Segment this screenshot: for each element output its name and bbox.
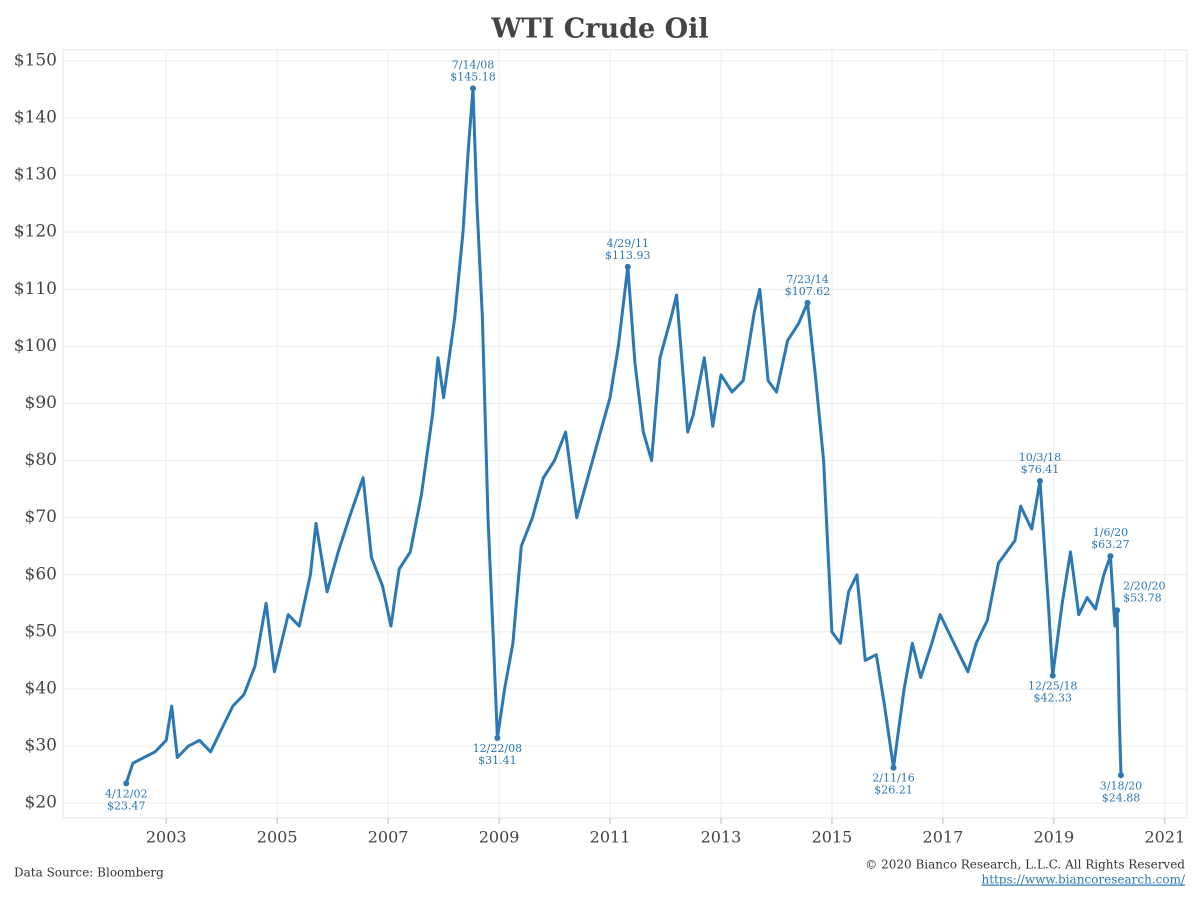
annotation-point bbox=[494, 735, 501, 742]
annotation-date: 12/25/18 bbox=[1028, 680, 1077, 693]
annotation-value: $76.41 bbox=[1021, 463, 1060, 476]
annotation-date: 10/3/18 bbox=[1019, 451, 1061, 464]
source-note: Data Source: Bloomberg bbox=[14, 866, 164, 880]
annotation-value: $145.18 bbox=[450, 70, 496, 83]
y-tick-label: $20 bbox=[25, 793, 57, 813]
y-tick-label: $30 bbox=[25, 736, 57, 756]
y-tick-label: $80 bbox=[25, 450, 57, 470]
x-tick-label: 2011 bbox=[590, 828, 631, 847]
annotation-date: 2/11/16 bbox=[872, 772, 914, 785]
annotation-value: $24.88 bbox=[1102, 791, 1141, 804]
website-link[interactable]: https://www.biancoresearch.com/ bbox=[981, 873, 1185, 887]
y-tick-label: $150 bbox=[14, 50, 57, 70]
y-tick-label: $70 bbox=[25, 507, 57, 527]
annotation-point bbox=[1036, 478, 1043, 485]
x-tick-label: 2017 bbox=[923, 828, 964, 847]
y-tick-label: $140 bbox=[14, 107, 57, 127]
x-tick-label: 2021 bbox=[1144, 828, 1185, 847]
annotation-date: 4/12/02 bbox=[105, 787, 147, 800]
y-tick-label: $40 bbox=[25, 678, 57, 698]
x-tick-label: 2007 bbox=[368, 828, 409, 847]
price-line bbox=[124, 86, 1123, 784]
annotation-date: 4/29/11 bbox=[607, 237, 649, 250]
x-tick-label: 2013 bbox=[701, 828, 742, 847]
annotation-value: $42.33 bbox=[1033, 692, 1072, 705]
annotation-date: 7/14/08 bbox=[452, 58, 494, 71]
y-tick-label: $50 bbox=[25, 621, 57, 641]
y-tick-label: $110 bbox=[14, 279, 57, 299]
annotation-value: $63.27 bbox=[1091, 538, 1130, 551]
annotation-date: 2/20/20 bbox=[1123, 579, 1165, 592]
x-tick-label: 2005 bbox=[257, 828, 298, 847]
y-tick-label: $100 bbox=[14, 336, 57, 356]
annotation-point bbox=[123, 780, 130, 787]
annotation-date: 3/18/20 bbox=[1100, 779, 1142, 792]
x-tick-label: 2015 bbox=[812, 828, 853, 847]
annotation-point bbox=[469, 85, 476, 92]
annotation-point bbox=[804, 299, 811, 306]
annotation-value: $53.78 bbox=[1123, 591, 1162, 604]
annotation-date: 12/22/08 bbox=[473, 742, 522, 755]
annotation-point bbox=[624, 263, 631, 270]
x-tick-label: 2009 bbox=[479, 828, 520, 847]
annotation-point bbox=[1107, 553, 1114, 560]
y-tick-label: $130 bbox=[14, 165, 57, 185]
annotation-value: $26.21 bbox=[874, 784, 913, 797]
annotation-value: $107.62 bbox=[785, 285, 831, 298]
annotation-date: 7/23/14 bbox=[786, 273, 828, 286]
annotation-value: $113.93 bbox=[605, 249, 651, 262]
annotation-value: $23.47 bbox=[107, 799, 146, 812]
y-tick-label: $120 bbox=[14, 222, 57, 242]
x-tick-label: 2019 bbox=[1033, 828, 1074, 847]
annotation-point bbox=[1114, 607, 1121, 614]
plot-area bbox=[62, 49, 1188, 819]
annotation-value: $31.41 bbox=[478, 754, 517, 767]
y-tick-label: $90 bbox=[25, 393, 57, 413]
x-tick-label: 2003 bbox=[146, 828, 187, 847]
chart-title: WTI Crude Oil bbox=[490, 14, 708, 45]
annotation-point bbox=[1049, 672, 1056, 679]
annotation-date: 1/6/20 bbox=[1093, 526, 1128, 539]
annotation-point bbox=[890, 764, 897, 771]
copyright: © 2020 Bianco Research, L.L.C. All Right… bbox=[865, 858, 1185, 872]
y-tick-label: $60 bbox=[25, 564, 57, 584]
annotation-point bbox=[1117, 772, 1124, 779]
